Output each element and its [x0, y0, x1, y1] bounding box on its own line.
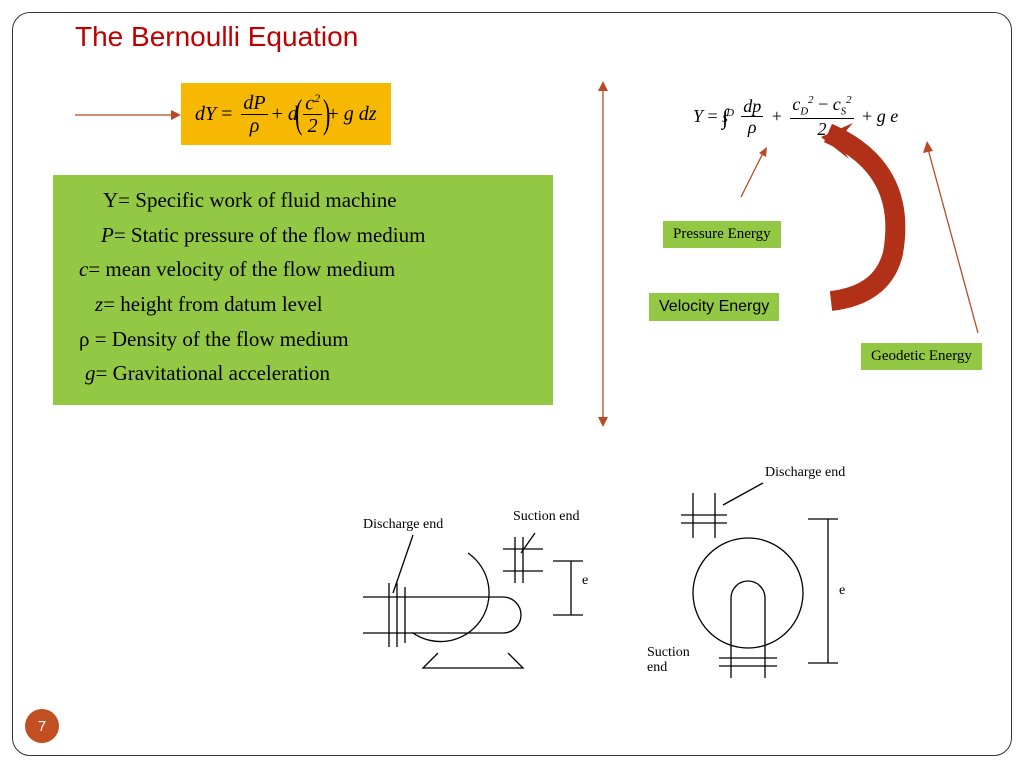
curved-arrow-velocity-icon: [813, 123, 933, 313]
label-pressure-energy: Pressure Energy: [663, 221, 781, 248]
label-suction-end-1: Suction end: [513, 509, 580, 525]
page-number: 7: [25, 709, 59, 743]
arrow-geodetic-icon: [918, 139, 998, 339]
label-geodetic-energy: Geodetic Energy: [861, 343, 982, 370]
label-discharge-end-2: Discharge end: [765, 465, 845, 481]
arrow-pressure-icon: [735, 143, 775, 203]
slide-title: The Bernoulli Equation: [75, 21, 358, 53]
pump-diagram-horizontal: [353, 513, 613, 693]
arrow-to-equation-icon: [73, 105, 183, 125]
definitions-box: Y= Specific work of fluid machine P= Sta…: [53, 175, 553, 405]
label-e-2: e: [839, 583, 845, 599]
equation-differential: dY = dP ρ + d ( c2 2 ) + g dz: [181, 83, 391, 145]
label-suction-end-2: Suctionend: [647, 645, 690, 676]
label-e-1: e: [582, 573, 588, 589]
label-discharge-end-1: Discharge end: [363, 517, 443, 533]
label-velocity-energy: Velocity Energy: [649, 293, 779, 321]
vertical-double-arrow-icon: [595, 79, 611, 429]
